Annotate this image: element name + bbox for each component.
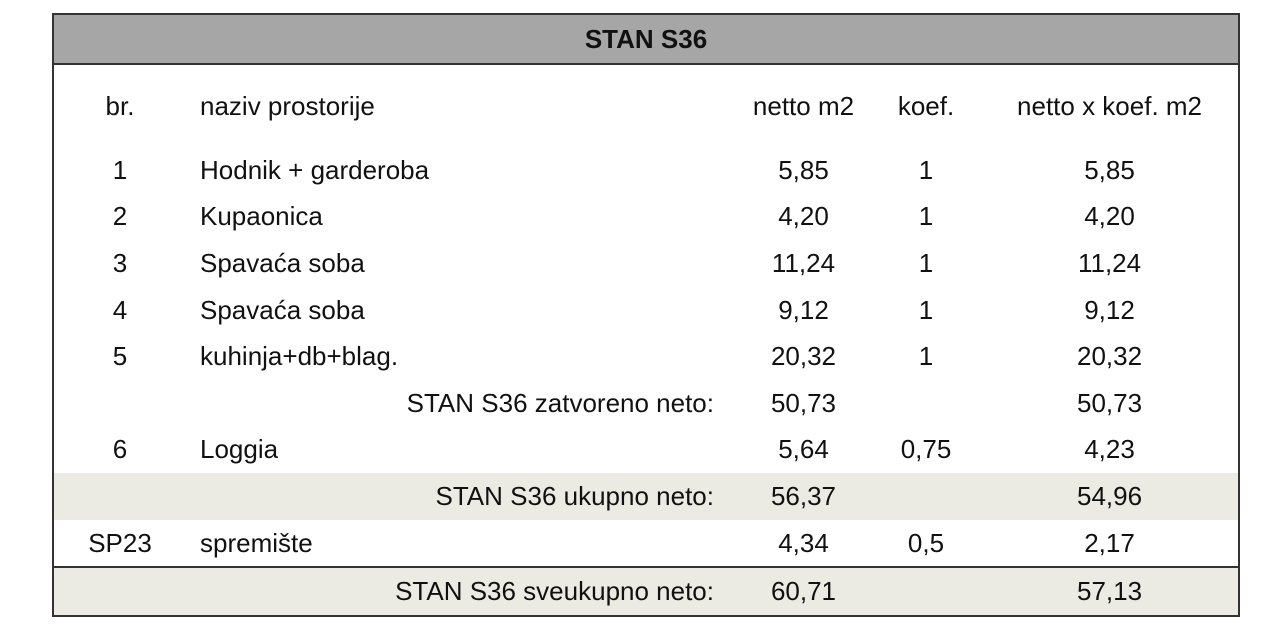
no-cell: 6 <box>112 434 128 465</box>
netto-cell: 4,20 <box>778 201 829 232</box>
netto-cell: 50,73 <box>770 387 837 418</box>
koef-cell: 1 <box>918 247 934 278</box>
koef-cell <box>871 380 981 427</box>
total-label: STAN S36 zatvoreno neto: <box>406 387 714 418</box>
name-cell: Hodnik + garderoba <box>200 154 430 185</box>
table-title: STAN S36 <box>53 14 1240 65</box>
koef-cell <box>871 473 981 520</box>
name-cell: Spavaća soba <box>200 294 365 325</box>
netto-cell: 56,37 <box>736 473 871 520</box>
result-cell: 5,85 <box>1084 154 1135 185</box>
no-cell: 3 <box>112 247 128 278</box>
result-cell: 57,13 <box>981 566 1240 616</box>
koef-cell: 1 <box>918 341 934 372</box>
result-cell: 4,23 <box>1084 434 1135 465</box>
room-row: 5 kuhinja+db+blag. 20,32 1 20,32 <box>53 333 1239 380</box>
no-cell: 1 <box>112 154 128 185</box>
area-table: STAN S36 br. naziv prostorije netto m2 k… <box>52 13 1241 617</box>
header-cell: netto m2 <box>752 91 855 121</box>
netto-cell: 60,71 <box>736 566 871 616</box>
header-cell: br. <box>105 91 135 121</box>
netto-cell: 11,24 <box>771 247 836 278</box>
netto-cell: 9,12 <box>778 294 829 325</box>
name-cell: kuhinja+db+blag. <box>200 341 399 372</box>
result-cell: 9,12 <box>1084 294 1135 325</box>
room-row: 6 Loggia 5,64 0,75 4,23 <box>53 427 1239 474</box>
koef-cell: 1 <box>918 154 934 185</box>
koef-cell: 0,75 <box>900 434 952 465</box>
netto-cell: 4,34 <box>778 527 829 558</box>
koef-cell: 0,5 <box>907 527 945 558</box>
header-cell: naziv prostorije <box>200 91 375 121</box>
name-cell: spremište <box>200 527 313 558</box>
result-cell: 4,20 <box>1084 201 1135 232</box>
room-row: 1 Hodnik + garderoba 5,85 1 5,85 <box>53 147 1239 194</box>
header-row: br. naziv prostorije netto m2 koef. nett… <box>53 64 1239 147</box>
total-row: STAN S36 ukupno neto: 56,37 54,96 <box>53 473 1240 520</box>
no-cell: 2 <box>112 201 128 232</box>
total-label: STAN S36 sveukupno neto: <box>53 566 736 616</box>
total-label: STAN S36 ukupno neto: <box>53 473 736 520</box>
netto-cell: 20,32 <box>770 341 837 372</box>
koef-cell <box>871 566 981 616</box>
netto-cell: 5,85 <box>778 154 829 185</box>
netto-cell: 5,64 <box>778 434 829 465</box>
room-row: 3 Spavaća soba 11,24 1 11,24 <box>53 240 1239 287</box>
koef-cell: 1 <box>918 294 934 325</box>
total-row: STAN S36 zatvoreno neto: 50,73 50,73 <box>53 380 1239 427</box>
no-cell: SP23 <box>88 527 152 558</box>
result-cell: 11,24 <box>1077 247 1142 278</box>
room-row: 4 Spavaća soba 9,12 1 9,12 <box>53 287 1239 334</box>
result-cell: 20,32 <box>1076 341 1143 372</box>
no-cell: 4 <box>112 294 128 325</box>
header-cell: koef. <box>897 91 955 121</box>
room-row: 2 Kupaonica 4,20 1 4,20 <box>53 194 1239 241</box>
header-cell: netto x koef. m2 <box>1017 91 1203 121</box>
no-cell: 5 <box>112 341 128 372</box>
result-cell: 2,17 <box>1084 527 1135 558</box>
room-row: SP23 spremište 4,34 0,5 2,17 <box>53 520 1239 568</box>
koef-cell: 1 <box>918 201 934 232</box>
name-cell: Spavaća soba <box>200 247 365 278</box>
title-row: STAN S36 <box>53 14 1240 65</box>
total-row: STAN S36 sveukupno neto: 60,71 57,13 <box>53 566 1240 616</box>
name-cell: Loggia <box>200 434 279 465</box>
result-cell: 50,73 <box>1076 387 1143 418</box>
name-cell: Kupaonica <box>200 201 323 232</box>
result-cell: 54,96 <box>981 473 1240 520</box>
